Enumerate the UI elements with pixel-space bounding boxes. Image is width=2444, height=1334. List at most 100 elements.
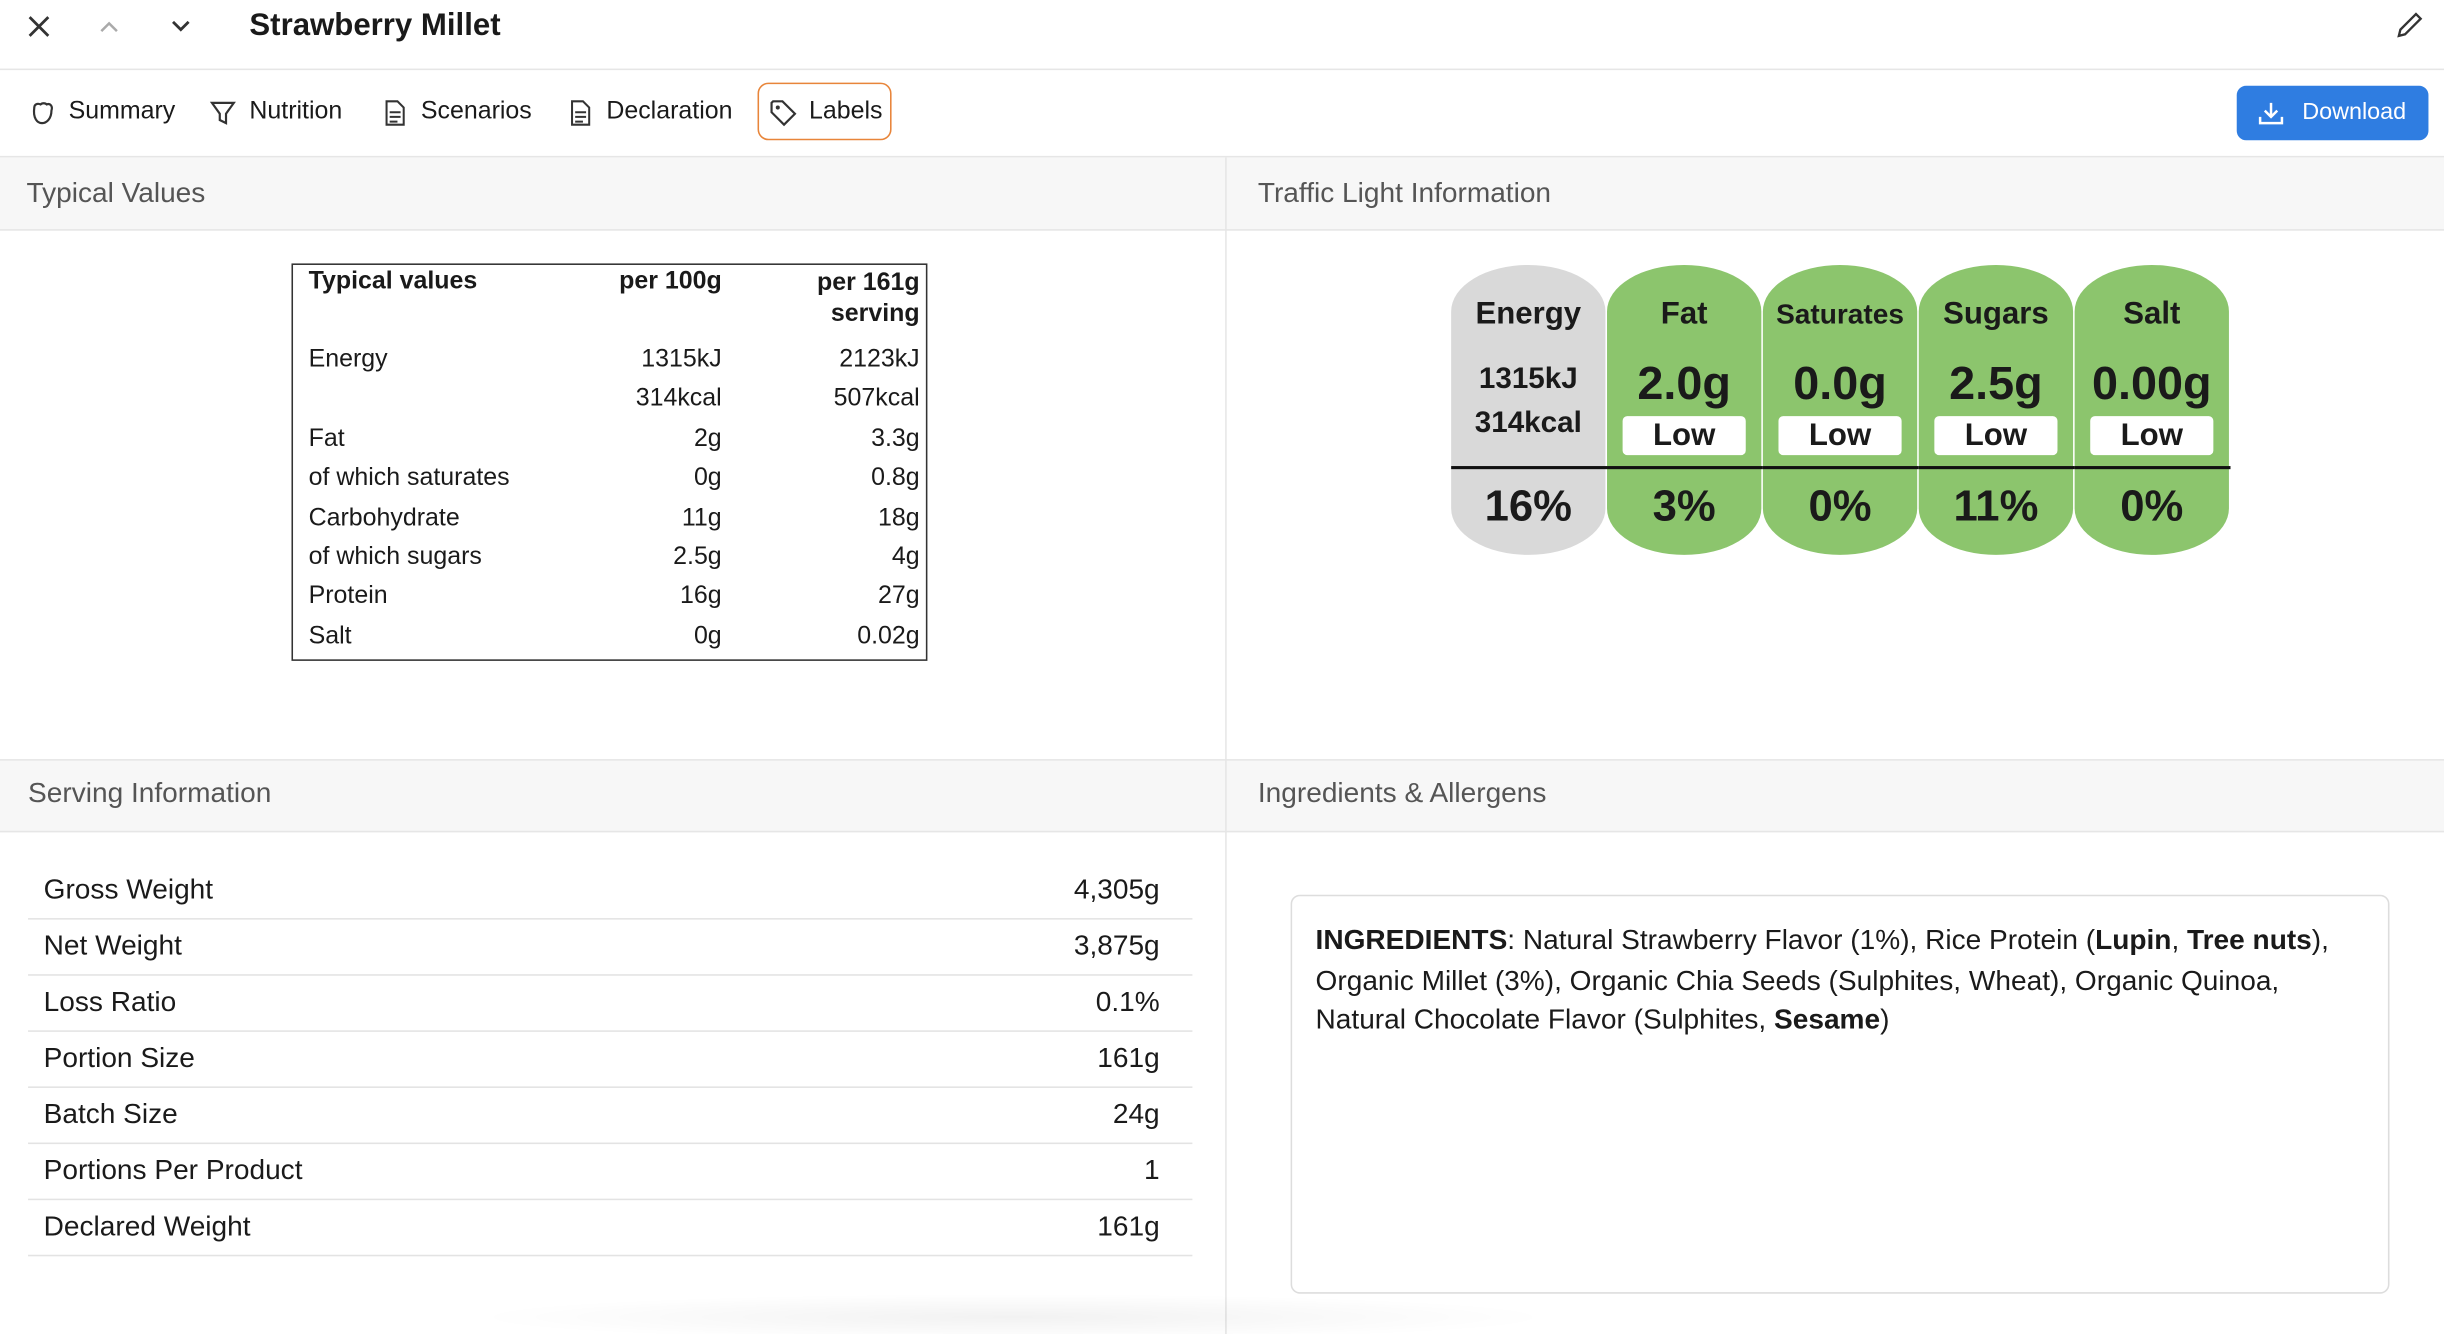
traffic-divider [1451, 466, 1608, 470]
divider [0, 155, 2444, 158]
traffic-level-box [2090, 416, 2214, 456]
page-title: Strawberry Millet [249, 8, 501, 43]
table-header: Typical values [308, 268, 478, 295]
table-cell: 2123kJ [839, 346, 920, 373]
tab-icon[interactable] [380, 98, 410, 128]
active-tab-outline [757, 82, 892, 141]
row-divider [28, 918, 1193, 920]
serving-label: Net Weight [43, 929, 182, 961]
traffic-divider [1918, 466, 2075, 470]
traffic-divider [1607, 466, 1763, 470]
download-icon[interactable] [2255, 98, 2286, 129]
traffic-level-box [1778, 416, 1902, 456]
traffic-level-box [1934, 416, 2058, 456]
traffic-light [1918, 264, 2074, 555]
traffic-percent: 3% [1652, 481, 1716, 530]
serving-label: Loss Ratio [43, 985, 177, 1018]
previous-icon[interactable] [97, 16, 122, 38]
ingredient-text: ) [1880, 1003, 1890, 1035]
traffic-light [1451, 264, 1606, 555]
traffic-value: 0.00g [2091, 358, 2212, 410]
serving-label: Portions Per Product [43, 1154, 303, 1186]
table-cell: 3.3g [871, 425, 920, 452]
table-cell: of which saturates [308, 464, 510, 492]
row-divider [28, 1198, 1193, 1201]
traffic-energy: 1315kJ [1478, 363, 1578, 396]
traffic-light [1607, 264, 1762, 555]
table-cell: 1315kJ [641, 346, 722, 373]
table-cell: Fat [308, 425, 345, 452]
table-cell: 0.02g [857, 623, 920, 650]
close-icon[interactable] [25, 12, 53, 40]
table-cell: 18g [878, 504, 920, 531]
table-cell: 4g [891, 543, 920, 571]
ingredient-text: ), Organic Millet (3%), Organic Chia See… [1315, 924, 2329, 1035]
tab-icon[interactable] [28, 98, 58, 128]
traffic-name: Sugars [1943, 296, 2049, 332]
table-cell: 0g [693, 623, 722, 650]
section-heading: Typical Values [26, 176, 206, 209]
traffic-percent: 0% [1808, 481, 1872, 530]
table-cell: 0.8g [871, 464, 920, 492]
tab[interactable]: Summary [68, 98, 176, 125]
row-divider [28, 1030, 1193, 1032]
edit-icon[interactable] [2394, 9, 2425, 40]
ingredient-bold: Tree nuts [2187, 924, 2312, 956]
table-header: per 100g [619, 268, 722, 295]
serving-label: Batch Size [43, 1098, 178, 1130]
traffic-percent: 16% [1484, 481, 1572, 530]
traffic-name: Saturates [1776, 298, 1904, 330]
table-cell: Protein [308, 583, 388, 611]
traffic-name: Fat [1660, 296, 1708, 332]
table-cell: 16g [680, 583, 722, 611]
table-cell: 2g [693, 425, 722, 452]
next-icon[interactable] [168, 16, 193, 38]
ingredient-bold: Sesame [1774, 1003, 1881, 1035]
tab-icon[interactable] [209, 98, 239, 128]
row-divider [28, 1254, 1193, 1257]
traffic-level-box [1622, 416, 1746, 456]
table-header: per 161g serving [817, 269, 920, 328]
section-header-bar [0, 157, 2444, 231]
table-cell: 27g [878, 583, 920, 611]
table-cell: 507kcal [833, 385, 920, 413]
table-cell: Salt [308, 623, 352, 650]
serving-value: 161g [1097, 1041, 1160, 1074]
tab-icon[interactable] [768, 98, 798, 128]
ingredient-text: , [2171, 924, 2188, 956]
serving-value: 0.1% [1095, 985, 1160, 1018]
traffic-light [2074, 264, 2229, 555]
section-heading: Traffic Light Information [1257, 176, 1552, 209]
serving-label: Portion Size [43, 1041, 195, 1074]
tab[interactable]: Declaration [606, 98, 733, 125]
ingredients-box [1290, 894, 2390, 1294]
traffic-divider [2074, 466, 2231, 470]
table-cell: 11g [681, 504, 722, 531]
traffic-name: Salt [2123, 296, 2181, 332]
divider [0, 68, 2444, 71]
section-heading: Serving Information [28, 777, 272, 809]
ingredient-bold: Lupin [2095, 924, 2172, 956]
table-cell: 2.5g [673, 543, 722, 571]
traffic-level: Low [1653, 418, 1716, 453]
traffic-light [1762, 264, 1918, 555]
serving-label: Declared Weight [43, 1210, 251, 1242]
tab[interactable]: Nutrition [249, 98, 343, 125]
row-divider [28, 1142, 1193, 1145]
tab-icon[interactable] [566, 98, 596, 128]
ingredient-bold: INGREDIENTS [1315, 924, 1508, 956]
traffic-energy: 314kcal [1474, 406, 1582, 440]
tab[interactable]: Scenarios [420, 98, 532, 125]
download-label[interactable]: Download [2302, 98, 2407, 126]
tab-active[interactable]: Labels [808, 98, 883, 125]
shadow [467, 1293, 1559, 1334]
traffic-percent: 0% [2120, 481, 2184, 530]
ingredients-text: INGREDIENTS: Natural Strawberry Flavor (… [1316, 921, 2376, 1040]
serving-value: 4,305g [1073, 873, 1160, 905]
row-divider [28, 1086, 1193, 1088]
table-cell: 0g [693, 464, 722, 492]
traffic-level: Low [2120, 418, 2183, 453]
traffic-percent: 11% [1953, 481, 2039, 530]
